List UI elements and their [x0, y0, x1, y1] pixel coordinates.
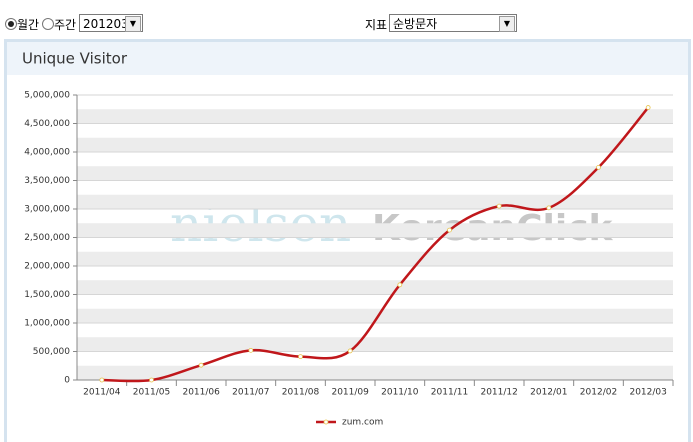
radio-label[interactable]: 월간 — [17, 18, 40, 32]
grid-band — [77, 223, 673, 238]
point — [347, 348, 353, 354]
panel-header — [7, 42, 688, 75]
radio-label[interactable]: 주간 — [54, 18, 77, 32]
grid-band — [77, 109, 673, 124]
chart-title: Unique Visitor — [22, 50, 128, 68]
point — [645, 105, 651, 110]
point — [298, 354, 303, 360]
grid-band — [77, 166, 673, 181]
legend-point — [323, 419, 329, 425]
legend-label: zum.com — [342, 418, 383, 428]
grid-band — [77, 194, 673, 209]
grid-band — [77, 365, 673, 380]
y-tick-label: 1,500,000 — [24, 290, 70, 300]
point — [397, 282, 403, 288]
x-tick-label: 2011/05 — [133, 388, 170, 398]
x-tick-label: 2012/01 — [530, 388, 567, 398]
x-tick-label: 2011/06 — [182, 388, 220, 398]
x-tick-label: 2012/02 — [580, 388, 617, 398]
radio[interactable] — [5, 18, 17, 30]
point — [198, 362, 204, 368]
y-tick-label: 4,500,000 — [24, 119, 70, 129]
y-tick-label: 2,500,000 — [24, 233, 70, 243]
point — [99, 377, 105, 383]
y-tick-label: 0 — [64, 376, 70, 386]
y-tick-label: 3,500,000 — [24, 176, 70, 186]
x-tick-label: 2011/09 — [331, 388, 369, 398]
radio[interactable] — [42, 18, 54, 30]
x-tick-label: 2011/04 — [83, 388, 121, 398]
month-select[interactable]: 201203 — [79, 14, 143, 32]
point — [149, 377, 154, 383]
y-tick-label: 500,000 — [33, 347, 70, 357]
y-tick-label: 1,000,000 — [24, 319, 70, 329]
grid-band — [77, 251, 673, 266]
y-tick-label: 5,000,000 — [24, 91, 70, 101]
grid-band — [77, 308, 673, 323]
metric-select[interactable]: 순방문자 — [389, 14, 517, 32]
x-tick-label: 2011/08 — [282, 388, 320, 398]
y-tick-label: 3,000,000 — [24, 205, 70, 215]
x-tick-label: 2011/12 — [480, 388, 517, 398]
x-tick-label: 2012/03 — [629, 388, 666, 398]
x-tick-label: 2011/07 — [232, 388, 269, 398]
x-tick-label: 2011/11 — [431, 388, 468, 398]
point — [596, 164, 601, 170]
point — [546, 205, 552, 211]
point — [248, 347, 254, 353]
metric-label: 지표 — [365, 18, 388, 32]
y-tick-label: 2,000,000 — [24, 262, 70, 272]
grid-band — [77, 137, 673, 152]
y-tick-label: 4,000,000 — [24, 148, 70, 158]
toolbar: 월간 주간 201203 지표 순방문자 — [0, 0, 693, 38]
grid-band — [77, 337, 673, 352]
point — [496, 203, 502, 209]
point — [447, 227, 452, 233]
x-tick-label: 2011/10 — [381, 388, 419, 398]
grid-band — [77, 280, 673, 295]
